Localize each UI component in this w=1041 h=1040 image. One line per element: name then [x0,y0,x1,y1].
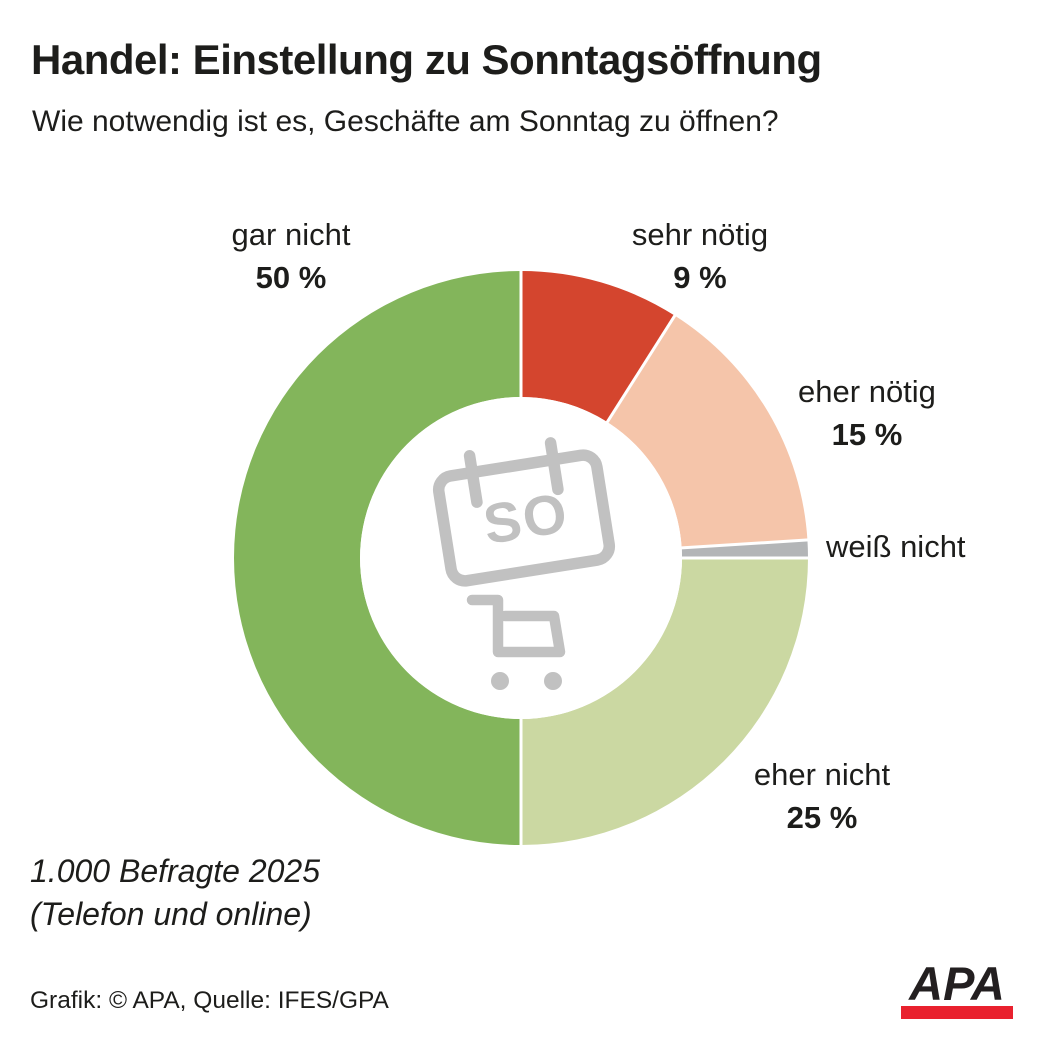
slice-name: eher nötig [798,374,936,409]
slice-name: sehr nötig [631,217,769,252]
calendar-so-label: SO [479,480,573,556]
source-credit: Grafik: © APA, Quelle: IFES/GPA [30,987,389,1014]
slice-label-gar-nicht: gar nicht 50 % [181,213,401,299]
calendar-icon: SO [432,437,616,587]
slice-percent: 9 % [673,260,727,295]
slice-label-sehr-noetig: sehr nötig 9 % [590,213,810,299]
slice-name: weiß nicht [826,529,966,564]
donut-slice-2 [681,539,808,558]
slice-name: eher nicht [753,757,891,792]
slice-percent: 50 % [255,260,327,295]
slice-label-weiss-nicht: weiß nicht [826,525,1041,568]
slice-name: gar nicht [231,217,351,252]
donut-slice-0 [521,271,675,423]
slice-label-eher-nicht: eher nicht 25 % [712,753,932,839]
shopping-cart-icon [466,594,566,690]
slice-label-eher-noetig: eher nötig 15 % [757,370,977,456]
apa-logo: APA [901,957,1013,1019]
donut-hole [360,397,682,719]
footnote-line2: (Telefon und online) [30,896,312,932]
page-title: Handel: Einstellung zu Sonntagsöffnung [31,36,822,83]
apa-logo-text: APA [909,957,1005,1010]
footnote-line1: 1.000 Befragte 2025 [30,853,321,889]
donut-slice-1 [607,315,808,548]
apa-logo-bar [901,1006,1013,1019]
segment-separators [519,270,809,846]
page-subtitle: Wie notwendig ist es, Geschäfte am Sonnt… [32,105,779,138]
donut-slice-4 [234,271,521,845]
donut-slice-3 [521,558,808,845]
slice-percent: 25 % [786,800,858,835]
donut-segments [234,271,808,845]
sample-footnote: 1.000 Befragte 2025 (Telefon und online) [30,850,320,936]
slice-percent: 15 % [831,417,903,452]
